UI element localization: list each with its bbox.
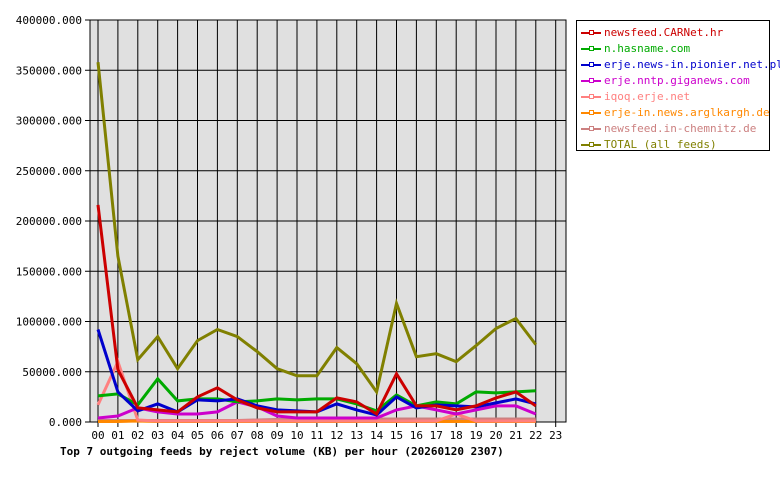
y-tick-label: 300000.000 [16,115,82,128]
x-tick-label: 12 [330,429,343,442]
x-tick-label: 07 [231,429,244,442]
series-line-7 [96,62,537,396]
y-tick-label: 400000.000 [16,14,82,27]
legend-swatch-icon [581,110,601,115]
y-tick-label: 150000.000 [16,265,82,278]
legend-swatch-icon [581,142,601,147]
series-line-1 [97,376,536,413]
legend-item: erje.news-in.pionier.net.pl [581,57,780,73]
legend-label: TOTAL (all feeds) [604,138,717,151]
y-tick-label: 250000.000 [16,165,82,178]
grid-lines [90,20,566,422]
x-tick-label: 08 [251,429,264,442]
legend: newsfeed.CARNet.hr n.hasname.com erje.news… [576,20,780,153]
series-lines [96,62,537,423]
x-tick-label: 03 [151,429,164,442]
x-tick-label: 16 [410,429,423,442]
x-tick-label: 13 [350,429,363,442]
series-line-3 [97,400,537,420]
x-tick-label: 22 [529,429,542,442]
x-tick-label: 09 [270,429,283,442]
x-tick-label: 21 [509,429,522,442]
x-tick-label: 17 [430,429,443,442]
chart-title: Top 7 outgoing feeds by reject volume (K… [60,445,504,458]
legend-label: erje-in.news.arglkargh.de [604,106,770,119]
x-tick-label: 00 [91,429,104,442]
legend-label: n.hasname.com [604,42,691,55]
x-tick-label: 10 [290,429,303,442]
series-line-0 [96,204,537,417]
x-tick-label: 06 [211,429,224,442]
legend-swatch-icon [581,62,601,67]
legend-label: iqoq.erje.net [604,90,691,103]
x-tick-label: 15 [390,429,403,442]
y-tick-label: 100000.000 [16,316,82,329]
legend-label: newsfeed.CARNet.hr [604,26,724,39]
legend-label: erje.news-in.pionier.net.pl [604,58,780,71]
x-tick-label: 20 [489,429,502,442]
legend-swatch-icon [581,46,601,51]
legend-item: newsfeed.in-chemnitz.de [581,121,769,137]
legend-item: erje-in.news.arglkargh.de [581,105,770,121]
x-axis: 00 01 02 03 04 05 06 07 08 09 10 11 12 13 14 15 16 17 18 19… [91,422,562,442]
legend-label: erje.nntp.giganews.com [604,74,750,87]
legend-swatch-icon [581,30,601,35]
legend-item: TOTAL (all feeds) [581,137,769,153]
x-tick-label: 05 [191,429,204,442]
x-tick-label: 14 [370,429,384,442]
y-tick-label: 0.000 [49,416,82,429]
x-tick-label: 18 [450,429,463,442]
y-tick-label: 200000.000 [16,215,82,228]
x-tick-label: 11 [310,429,323,442]
y-axis: 0.000 50000.000 100000.000 150000.000 200000… [16,14,90,429]
legend-swatch-icon [581,126,601,131]
x-tick-label: 01 [111,429,124,442]
legend-swatch-icon [581,78,601,83]
x-tick-label: 04 [171,429,185,442]
y-tick-label: 350000.000 [16,64,82,77]
legend-swatch-icon [581,94,601,99]
series-line-4 [96,357,536,423]
y-tick-label: 50000.000 [22,366,82,379]
legend-label: newsfeed.in-chemnitz.de [604,122,757,135]
legend-item: iqoq.erje.net [581,89,769,105]
x-tick-label: 02 [131,429,144,442]
legend-item: n.hasname.com [581,41,769,57]
legend-item: erje.nntp.giganews.com [581,73,769,89]
x-tick-label: 19 [469,429,482,442]
x-tick-label: 23 [549,429,562,442]
legend-item: newsfeed.CARNet.hr [581,25,769,41]
